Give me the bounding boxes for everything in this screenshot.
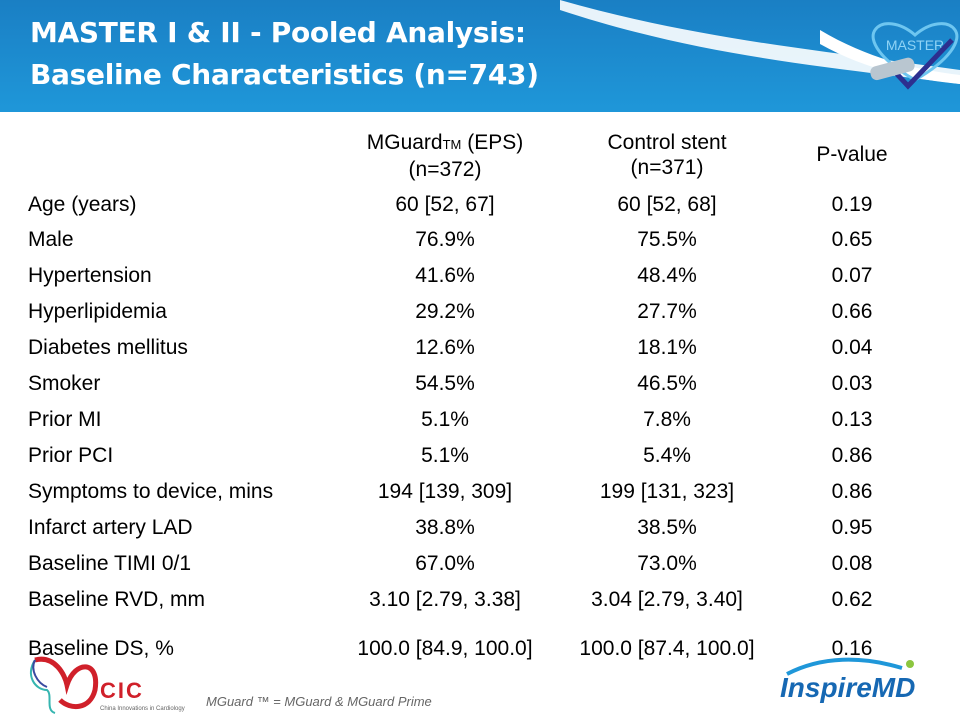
mguard-value: 76.9% <box>415 228 475 251</box>
row-label: Hypertension <box>28 264 152 287</box>
row-label: Baseline RVD, mm <box>28 588 206 611</box>
control-value: 60 [52, 68] <box>617 193 717 216</box>
table-row: Diabetes mellitus 12.6% 18.1% 0.04 <box>0 335 960 365</box>
mguard-value: 5.1% <box>421 408 469 431</box>
table-row: Hyperlipidemia 29.2% 27.7% 0.66 <box>0 299 960 329</box>
control-value: 73.0% <box>637 552 697 575</box>
slide-title-line2: Baseline Characteristics (n=743) <box>30 58 539 91</box>
p-value: 0.03 <box>831 372 873 395</box>
table-row: Smoker 54.5% 46.5% 0.03 <box>0 371 960 401</box>
row-label: Smoker <box>28 372 101 395</box>
table-row: Hypertension 41.6% 48.4% 0.07 <box>0 263 960 293</box>
control-value: 48.4% <box>637 264 697 287</box>
p-value: 0.95 <box>831 516 873 539</box>
control-value: 3.04 [2.79, 3.40] <box>591 588 743 611</box>
mguard-value: 54.5% <box>415 372 475 395</box>
row-label: Baseline DS, % <box>28 637 174 660</box>
column-header-pvalue: P-value <box>816 143 888 166</box>
row-label: Symptoms to device, mins <box>28 480 274 503</box>
control-value: 100.0 [87.4, 100.0] <box>579 637 755 660</box>
table-row: Male 76.9% 75.5% 0.65 <box>0 227 960 257</box>
p-value: 0.86 <box>831 480 873 503</box>
cic-heart-logo <box>29 656 99 714</box>
inspiremd-logo: InspireMD <box>780 672 916 703</box>
col-n: (n=371) <box>630 156 704 179</box>
control-value: 18.1% <box>637 336 697 359</box>
mguard-value: 3.10 [2.79, 3.38] <box>369 588 521 611</box>
p-value: 0.13 <box>831 408 873 431</box>
row-label: Infarct artery LAD <box>28 516 193 539</box>
control-value: 199 [131, 323] <box>599 480 735 503</box>
p-value: 0.62 <box>831 588 873 611</box>
p-value: 0.07 <box>831 264 873 287</box>
table-row: Baseline RVD, mm 3.10 [2.79, 3.38] 3.04 [2… <box>0 587 960 617</box>
row-label: Diabetes mellitus <box>28 336 188 359</box>
table-row: Prior PCI 5.1% 5.4% 0.86 <box>0 443 960 473</box>
control-value: 46.5% <box>637 372 697 395</box>
control-value: 7.8% <box>643 408 691 431</box>
table-row: Age (years) 60 [52, 67] 60 [52, 68] 0.19 <box>0 192 960 222</box>
mguard-value: 12.6% <box>415 336 475 359</box>
p-value: 0.66 <box>831 300 873 323</box>
mguard-value: 67.0% <box>415 552 475 575</box>
p-value: 0.04 <box>831 336 873 359</box>
p-value: 0.19 <box>831 193 873 216</box>
row-label: Prior PCI <box>28 444 114 467</box>
footnote: MGuard ™ = MGuard & MGuard Prime <box>206 694 432 709</box>
col-name: MGuard <box>366 131 443 154</box>
table-row: Prior MI 5.1% 7.8% 0.13 <box>0 407 960 437</box>
table-row: Infarct artery LAD 38.8% 38.5% 0.95 <box>0 515 960 545</box>
mguard-value: 29.2% <box>415 300 475 323</box>
master-logo: MASTER <box>870 22 959 90</box>
row-label: Hyperlipidemia <box>28 300 167 323</box>
slide-header: MASTER I & II - Pooled Analysis: Baselin… <box>0 0 960 112</box>
table-row: Baseline DS, % 100.0 [84.9, 100.0] 100.0 [… <box>0 636 960 666</box>
p-value: 0.16 <box>831 637 873 660</box>
p-value: 0.86 <box>831 444 873 467</box>
column-header-control: Control stent (n=371) <box>567 130 767 180</box>
tm-mark: TM <box>442 137 462 152</box>
cic-logo-text: CIC <box>100 678 144 703</box>
table-row: Symptoms to device, mins 194 [139, 309] 19… <box>0 479 960 509</box>
mguard-value: 60 [52, 67] <box>395 193 495 216</box>
mguard-value: 38.8% <box>415 516 475 539</box>
control-value: 75.5% <box>637 228 697 251</box>
svg-text:MASTER: MASTER <box>886 37 944 53</box>
column-header-mguard: MGuardTM (EPS) (n=372) <box>345 130 545 182</box>
mguard-value: 194 [139, 309] <box>377 480 513 503</box>
mguard-value: 100.0 [84.9, 100.0] <box>357 637 533 660</box>
cic-subtitle: China Innovations in Cardiology <box>100 706 185 712</box>
row-label: Age (years) <box>28 193 137 216</box>
slide-title-line1: MASTER I & II - Pooled Analysis: <box>30 16 526 49</box>
row-label: Male <box>28 228 74 251</box>
row-label: Baseline TIMI 0/1 <box>28 552 192 575</box>
col-name: Control stent <box>607 131 727 154</box>
mguard-value: 5.1% <box>421 444 469 467</box>
p-value: 0.08 <box>831 552 873 575</box>
inspire-swoosh-icon <box>786 657 914 676</box>
control-value: 38.5% <box>637 516 697 539</box>
col-suffix: (EPS) <box>461 131 524 154</box>
row-label: Prior MI <box>28 408 102 431</box>
control-value: 27.7% <box>637 300 697 323</box>
col-n: (n=372) <box>408 158 482 181</box>
mguard-value: 41.6% <box>415 264 475 287</box>
table-row: Baseline TIMI 0/1 67.0% 73.0% 0.08 <box>0 551 960 581</box>
control-value: 5.4% <box>643 444 691 467</box>
p-value: 0.65 <box>831 228 873 251</box>
